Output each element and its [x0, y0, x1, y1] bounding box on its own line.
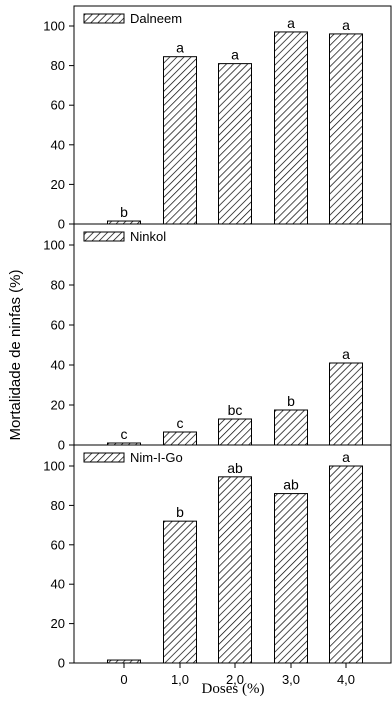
legend-swatch [83, 231, 125, 242]
panel-2: 0 20 40 60 80 100 c c bc b a Ninkol [43, 223, 392, 453]
significance-label: a [342, 17, 350, 33]
y-tick-label: 0 [58, 438, 65, 453]
bar [107, 659, 141, 664]
y-tick-label: 60 [51, 98, 65, 113]
y-tick-label: 0 [58, 217, 65, 232]
bar [163, 56, 197, 225]
y-tick-label: 100 [43, 459, 65, 474]
x-tick-label: 1,0 [171, 672, 189, 687]
significance-label: ab [227, 460, 243, 476]
bar [218, 63, 252, 225]
x-tick-label: 2,0 [226, 672, 244, 687]
y-tick-label: 60 [51, 537, 65, 552]
bar [329, 465, 363, 664]
significance-label: a [287, 15, 295, 31]
bar [218, 418, 252, 446]
significance-label: b [120, 204, 128, 220]
x-axis-title: Doses (%) [202, 681, 265, 697]
legend-swatch [83, 452, 125, 463]
bar [274, 409, 308, 446]
bar [274, 31, 308, 225]
y-tick-label: 60 [51, 318, 65, 333]
bar [218, 476, 252, 664]
legend-swatch [83, 13, 125, 24]
significance-label: a [342, 449, 350, 465]
bar [274, 493, 308, 664]
significance-label: a [231, 47, 239, 63]
y-tick-label: 40 [51, 137, 65, 152]
bar [163, 431, 197, 446]
panel-1: 0 20 40 60 80 100 b a a a a Dalneem [43, 5, 392, 232]
legend-label: Ninkol [130, 229, 166, 244]
y-tick-label: 20 [51, 616, 65, 631]
legend-label: Dalneem [130, 11, 182, 26]
panel-3: 0 20 40 60 80 100 b ab ab a Nim-I-Go [43, 444, 392, 671]
y-tick-label: 0 [58, 656, 65, 671]
significance-label: b [287, 393, 295, 409]
y-axis-title: Mortalidade de ninfas (%) [7, 270, 24, 441]
y-tick-label: 80 [51, 58, 65, 73]
x-tick-label: 3,0 [282, 672, 300, 687]
bar [329, 362, 363, 446]
significance-label: a [342, 346, 350, 362]
x-tick-label: 0 [120, 672, 127, 687]
panels: 0 20 40 60 80 100 b a a a a Dalneem 0 20 40 60 80 100 c c bc… [43, 5, 392, 687]
y-tick-label: 80 [51, 498, 65, 513]
significance-label: b [176, 504, 184, 520]
y-tick-label: 40 [51, 358, 65, 373]
significance-label: c [121, 426, 128, 442]
y-tick-label: 100 [43, 238, 65, 253]
y-tick-label: 100 [43, 19, 65, 34]
significance-label: bc [228, 402, 243, 418]
significance-label: ab [283, 477, 299, 493]
x-tick-label: 4,0 [337, 672, 355, 687]
bar [329, 33, 363, 225]
y-tick-label: 20 [51, 177, 65, 192]
significance-label: c [177, 415, 184, 431]
significance-label: a [176, 40, 184, 56]
y-tick-label: 20 [51, 398, 65, 413]
bar [163, 520, 197, 664]
legend-label: Nim-I-Go [130, 450, 183, 465]
y-tick-label: 40 [51, 577, 65, 592]
y-tick-label: 80 [51, 278, 65, 293]
